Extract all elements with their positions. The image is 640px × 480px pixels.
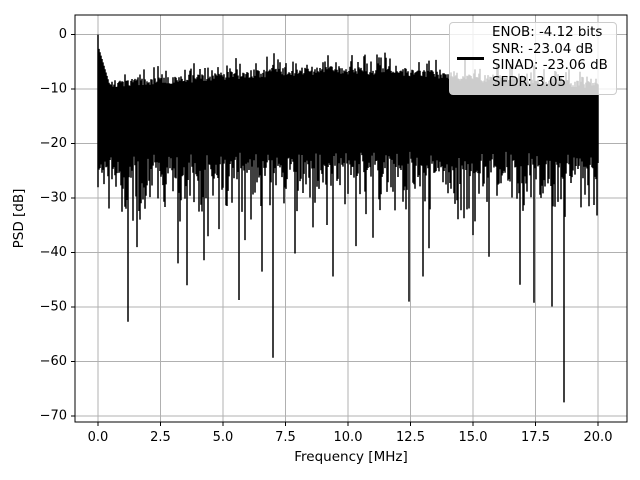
x-tick-label: 0.0 [88, 430, 109, 445]
x-tick-label: 17.5 [521, 430, 550, 445]
legend-snr-label: SNR: -23.04 dB [492, 41, 594, 57]
y-tick-label: −60 [40, 354, 67, 369]
x-tick-label: 7.5 [275, 430, 296, 445]
y-tick-label: −20 [40, 136, 67, 151]
x-tick-label: 10.0 [334, 430, 363, 445]
legend-sinad-label: SINAD: -23.06 dB [492, 58, 608, 74]
x-axis-label: Frequency [MHz] [294, 449, 407, 465]
x-tick-label: 12.5 [396, 430, 425, 445]
legend-enob-label: ENOB: -4.12 bits [492, 25, 603, 40]
x-tick-label: 5.0 [213, 430, 234, 445]
y-axis-label: PSD [dB] [11, 189, 27, 249]
legend-sfdr-label: SFDR: 3.05 [492, 74, 566, 90]
y-tick-label: −10 [40, 82, 67, 97]
plot-frame [74, 14, 628, 423]
x-tick-label: 15.0 [459, 430, 488, 445]
y-tick-label: −30 [40, 191, 67, 206]
legend: ENOB: -4.12 bits SNR: -23.04 dB SINAD: -… [449, 22, 617, 95]
legend-line-sample-icon [457, 57, 484, 60]
x-tick-label: 2.5 [150, 430, 171, 445]
psd-trace [97, 34, 599, 403]
y-tick-label: −70 [40, 409, 67, 424]
y-tick-label: −40 [40, 245, 67, 260]
y-tick-label: 0 [59, 27, 67, 42]
x-tick-label: 20.0 [584, 430, 613, 445]
y-tick-label: −50 [40, 300, 67, 315]
